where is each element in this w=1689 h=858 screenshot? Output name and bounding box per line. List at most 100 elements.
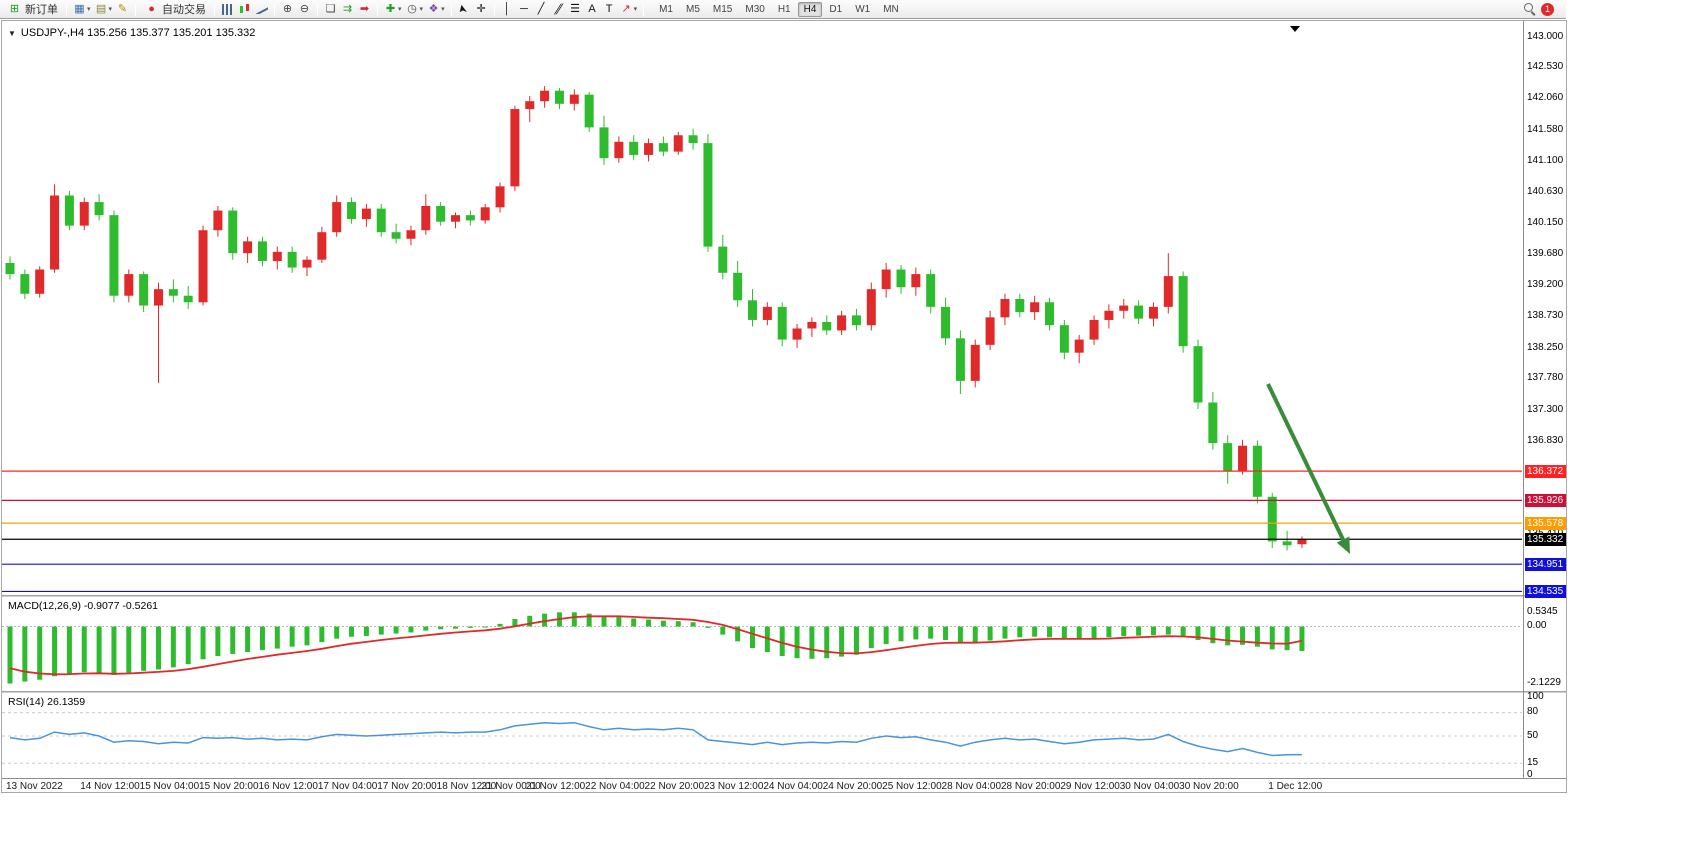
price-tick: 139.680 (1527, 247, 1564, 259)
line-chart-icon[interactable] (254, 2, 269, 17)
metaeditor-icon[interactable]: ✎ (117, 2, 128, 15)
chevron-down-icon[interactable]: ▾ (419, 6, 424, 13)
rsi-scale-label: 15 (1527, 756, 1539, 768)
timeframe-button-h4[interactable]: H4 (797, 1, 823, 17)
text-label-tool-icon[interactable]: T (605, 2, 613, 15)
vertical-line-tool-icon[interactable]: │ (503, 2, 511, 15)
timeframe-button-m1[interactable]: M1 (659, 3, 673, 15)
time-label: 18 Nov 12:00 (436, 781, 497, 792)
chart-header: ▼ USDJPY-,H4 135.256 135.377 135.201 135… (8, 27, 255, 39)
macd-signal-line (9, 615, 1303, 676)
time-label: 25 Nov 12:00 (882, 781, 942, 792)
chevron-down-icon[interactable]: ▾ (398, 6, 402, 13)
time-label: 22 Nov 20:00 (644, 781, 705, 792)
macd-values: -0.9077 -0.5261 (83, 600, 159, 612)
tile-windows-icon[interactable]: ❏ (325, 2, 336, 15)
channel-tool-icon[interactable]: ∥ (553, 2, 564, 15)
time-label: 16 Nov 12:00 (258, 781, 318, 792)
auto-trading-label: 自动交易 (162, 4, 207, 16)
trend-arrow-shaft[interactable] (1266, 383, 1348, 546)
chevron-down-icon[interactable]: ▾ (441, 6, 445, 13)
time-label: 17 Nov 04:00 (317, 781, 378, 792)
timeframe-button-w1[interactable]: W1 (855, 3, 871, 15)
price-tick: 142.530 (1527, 61, 1564, 73)
time-label: 28 Nov 20:00 (1000, 781, 1061, 792)
chevron-down-icon[interactable]: ▾ (633, 6, 638, 13)
time-label: 28 Nov 04:00 (941, 781, 1002, 792)
rsi-line (9, 721, 1302, 757)
chart-shift-icon[interactable]: ➡ (359, 2, 370, 15)
search-icon[interactable] (1524, 3, 1533, 15)
rsi-panel-canvas[interactable] (2, 693, 1522, 779)
price-line-label: 135.926 (1525, 493, 1566, 507)
separator (493, 2, 495, 16)
auto-scroll-icon[interactable]: ⇉ (342, 2, 353, 15)
new-order-button[interactable]: ⊞ 新订单 (4, 1, 61, 18)
price-tick: 136.830 (1527, 434, 1564, 446)
panel-divider (2, 778, 1566, 779)
auto-trading-button[interactable]: ● 自动交易 (141, 1, 209, 18)
profiles-icon[interactable]: ▤ (95, 2, 107, 15)
fibonacci-tool-icon[interactable]: ☰ (570, 2, 581, 15)
toolbar: ⊞ 新订单 ▦ ▾ ▤ ▾ ✎ ● 自动交易 ⊕ ⊖ ❏ ⇉ ➡ ✚ ▾ ◷ ▾… (0, 0, 1566, 19)
cursor-icon[interactable]: ➤ (456, 3, 471, 16)
zoom-out-icon[interactable]: ⊖ (299, 2, 310, 15)
price-line-label: 134.951 (1525, 557, 1566, 571)
separator (135, 2, 137, 16)
chevron-down-icon[interactable]: ▾ (87, 6, 91, 13)
time-label: 21 Nov 12:00 (525, 781, 586, 792)
bar-chart-icon[interactable] (220, 2, 235, 17)
time-axis[interactable]: 13 Nov 2022 14 Nov 12:00 15 Nov 04:00 15 No… (2, 780, 1522, 792)
separator (274, 2, 276, 16)
macd-header: MACD(12,26,9) -0.9077 -0.5261 (8, 600, 158, 612)
time-label: 30 Nov 20:00 (1179, 781, 1239, 792)
horizontal-line-tool-icon[interactable]: ─ (520, 2, 528, 15)
panel-divider[interactable] (2, 691, 1566, 693)
one-click-trading-toggle-icon[interactable]: ▼ (8, 28, 16, 38)
time-label: 23 Nov 12:00 (703, 781, 764, 792)
price-line-label: 135.332 (1525, 532, 1566, 546)
timeframe-button-m30[interactable]: M30 (745, 3, 765, 15)
price-axis[interactable]: 143.000 142.530 142.060 141.580 141.100 140.6… (1524, 21, 1566, 792)
timeframe-button-d1[interactable]: D1 (829, 3, 843, 15)
time-label: 15 Nov 04:00 (139, 781, 200, 792)
time-label: 15 Nov 20:00 (199, 781, 259, 792)
templates-icon[interactable]: ❖ (428, 2, 439, 15)
time-label: 24 Nov 04:00 (763, 781, 823, 792)
main-chart-canvas[interactable] (2, 23, 1522, 595)
crosshair-icon[interactable]: ✛ (476, 2, 486, 15)
separator (66, 2, 67, 16)
candlestick-chart-icon[interactable] (237, 2, 252, 17)
price-tick: 138.250 (1527, 341, 1564, 353)
chevron-down-icon[interactable]: ▾ (108, 6, 113, 13)
separator (377, 2, 379, 16)
periods-icon[interactable]: ◷ (407, 2, 417, 15)
price-tick: 142.060 (1527, 92, 1564, 104)
timeframe-button-mn[interactable]: MN (883, 3, 899, 15)
time-label: 13 Nov 2022 (6, 781, 63, 792)
macd-scale-label: 0.00 (1527, 620, 1547, 632)
notification-badge[interactable]: 1 (1541, 2, 1554, 16)
price-line-label: 135.578 (1525, 516, 1566, 530)
macd-panel-canvas[interactable] (2, 597, 1522, 691)
panel-divider[interactable] (2, 595, 1566, 597)
price-tick: 141.100 (1527, 154, 1564, 166)
timeframe-button-h1[interactable]: H1 (777, 3, 791, 15)
zoom-in-icon[interactable]: ⊕ (282, 2, 293, 15)
timeframe-group: M1 M5 M15 M30 H1 H4 D1 W1 MN (653, 1, 905, 17)
indicators-icon[interactable]: ✚ (385, 2, 396, 15)
time-label: 21 Nov 00:00 (481, 781, 541, 792)
price-axis-separator (1523, 21, 1524, 779)
chart-window[interactable]: ▼ USDJPY-,H4 135.256 135.377 135.201 135… (1, 20, 1567, 793)
text-tool-icon[interactable]: A (588, 2, 596, 15)
trend-arrow-head[interactable] (1336, 536, 1350, 554)
chart-title: USDJPY-,H4 135.256 135.377 135.201 135.3… (20, 27, 256, 39)
trendline-tool-icon[interactable]: ╱ (537, 2, 545, 15)
timeframe-button-m15[interactable]: M15 (712, 3, 733, 15)
new-chart-icon[interactable]: ▦ (74, 2, 85, 15)
price-tick: 139.200 (1527, 279, 1564, 291)
rsi-name: RSI(14) (8, 696, 45, 708)
arrows-tool-icon[interactable]: ↗ (621, 2, 631, 15)
timeframe-button-m5[interactable]: M5 (686, 3, 700, 15)
